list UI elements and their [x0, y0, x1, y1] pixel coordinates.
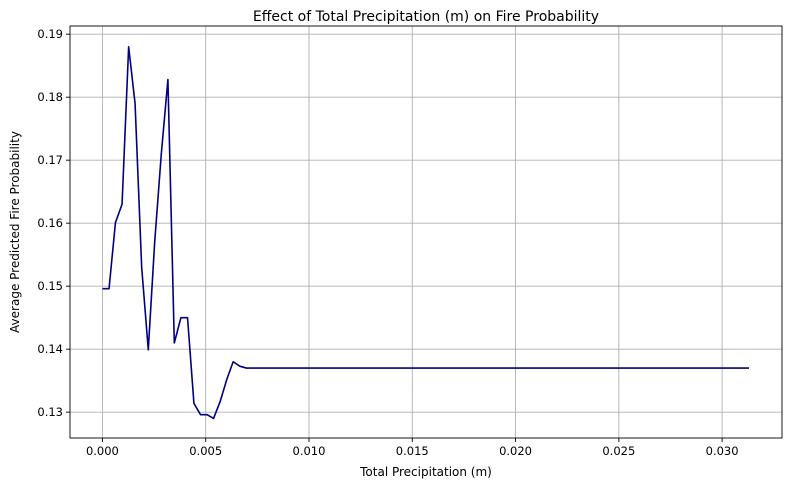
y-tick-label: 0.14 [37, 342, 63, 356]
axis-ticks: 0.000 0.005 0.010 0.015 0.020 0.025 0.030 0.13 0… [37, 27, 738, 458]
y-tick-label: 0.16 [37, 216, 63, 230]
grid-lines [70, 26, 782, 438]
y-tick-label: 0.17 [37, 153, 63, 167]
y-axis-label: Average Predicted Fire Probability [8, 131, 22, 333]
y-tick-label: 0.19 [37, 27, 63, 41]
x-tick-label: 0.000 [86, 444, 119, 458]
x-tick-label: 0.010 [293, 444, 326, 458]
series-line-fire-probability [102, 45, 749, 420]
y-tick-label: 0.15 [37, 279, 63, 293]
plot-frame [69, 25, 783, 439]
x-tick-label: 0.030 [706, 444, 739, 458]
chart-title: Effect of Total Precipitation (m) on Fir… [253, 9, 599, 25]
x-tick-label: 0.015 [396, 444, 429, 458]
y-tick-label: 0.18 [37, 90, 63, 104]
x-axis-label: Total Precipitation (m) [359, 465, 492, 479]
y-tick-label: 0.13 [37, 405, 63, 419]
x-tick-label: 0.020 [499, 444, 532, 458]
x-tick-label: 0.005 [189, 444, 222, 458]
x-tick-label: 0.025 [602, 444, 635, 458]
